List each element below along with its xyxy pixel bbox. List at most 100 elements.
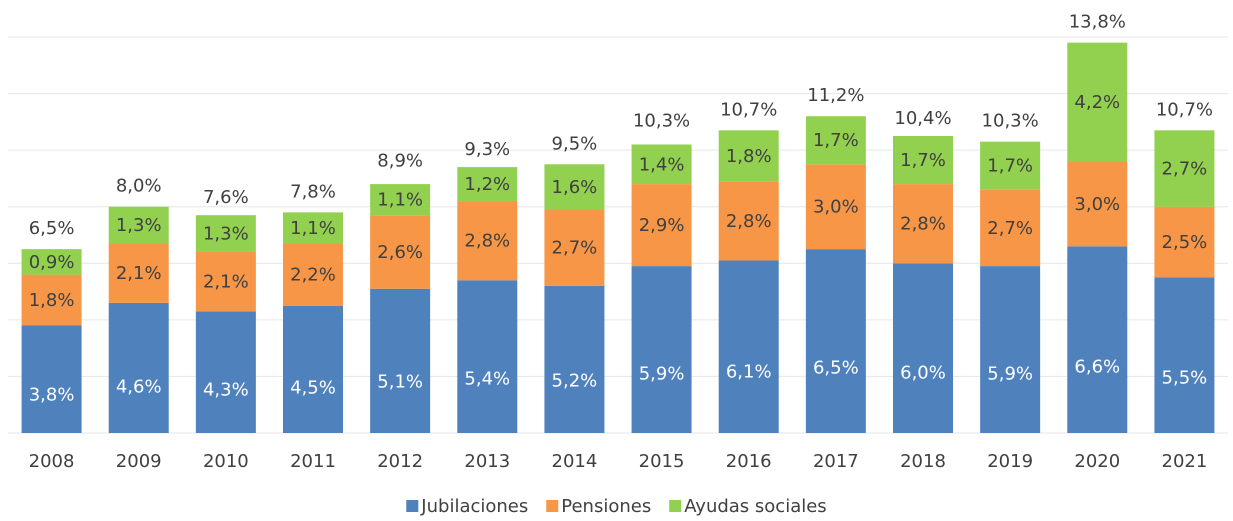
- bar-segment: [21, 274, 82, 326]
- bar-segment: [631, 266, 692, 433]
- bar-segment: [544, 209, 605, 286]
- x-tick-label: 2020: [1074, 451, 1120, 472]
- bar-segment: [631, 144, 692, 185]
- value-label: 6,0%: [900, 363, 946, 384]
- total-label: 8,0%: [116, 176, 162, 197]
- bar-segment: [21, 325, 82, 433]
- bar-segment: [718, 130, 779, 182]
- value-label: 1,8%: [726, 146, 772, 167]
- value-label: 1,1%: [290, 218, 336, 239]
- value-label: 2,8%: [464, 231, 510, 252]
- x-tick-label: 2017: [813, 451, 859, 472]
- total-label: 10,4%: [894, 108, 951, 129]
- bar-segment: [544, 164, 605, 210]
- x-tick-label: 2021: [1162, 451, 1208, 472]
- x-tick-label: 2015: [639, 451, 685, 472]
- value-label: 5,1%: [377, 372, 423, 393]
- value-label: 1,7%: [900, 150, 946, 171]
- bar-segment: [195, 251, 256, 312]
- total-label: 11,2%: [807, 85, 864, 106]
- bar-segment: [370, 184, 431, 216]
- x-tick-label: 2012: [377, 451, 423, 472]
- bar-segment: [1067, 161, 1128, 247]
- value-label: 3,8%: [29, 384, 75, 405]
- x-tick-label: 2008: [29, 451, 75, 472]
- value-label: 4,6%: [116, 376, 162, 397]
- x-tick-label: 2009: [116, 451, 162, 472]
- x-tick-label: 2011: [290, 451, 336, 472]
- value-label: 1,3%: [203, 224, 249, 245]
- value-label: 2,1%: [203, 272, 249, 293]
- total-label: 8,9%: [377, 150, 423, 171]
- bar-segment: [893, 184, 953, 264]
- value-label: 5,4%: [464, 369, 510, 390]
- bar-segment: [980, 266, 1041, 433]
- value-label: 0,9%: [29, 252, 75, 273]
- bar-segment: [195, 215, 256, 252]
- value-label: 1,4%: [639, 154, 685, 175]
- value-label: 4,3%: [203, 379, 249, 400]
- value-label: 2,7%: [1162, 159, 1208, 180]
- total-label: 10,7%: [1156, 99, 1213, 120]
- bar-segment: [718, 181, 779, 261]
- value-label: 3,0%: [1074, 194, 1120, 215]
- total-label: 10,3%: [633, 111, 690, 132]
- total-label: 7,6%: [203, 187, 249, 208]
- bar-segment: [195, 311, 256, 433]
- bar-segment: [108, 243, 169, 303]
- legend-label: Ayudas sociales: [684, 496, 826, 517]
- bar-segment: [893, 263, 953, 433]
- value-label: 2,6%: [377, 242, 423, 263]
- bar-segment: [457, 201, 518, 281]
- bar-segment: [980, 189, 1041, 267]
- bar-segment: [1154, 130, 1215, 207]
- bar-segment: [21, 249, 82, 275]
- value-label: 1,1%: [377, 190, 423, 211]
- value-label: 5,9%: [639, 364, 685, 385]
- x-tick-label: 2019: [987, 451, 1033, 472]
- value-label: 2,1%: [116, 263, 162, 284]
- bar-segment: [457, 167, 518, 202]
- value-label: 1,7%: [813, 130, 859, 151]
- total-label: 13,8%: [1069, 12, 1126, 33]
- bar-segment: [805, 164, 866, 250]
- value-label: 5,2%: [552, 371, 598, 392]
- value-label: 1,2%: [464, 174, 510, 195]
- bar-segment: [1067, 42, 1128, 162]
- legend-label: Pensiones: [561, 496, 651, 517]
- bar-segment: [805, 116, 866, 165]
- value-label: 2,7%: [987, 218, 1033, 239]
- value-label: 2,7%: [552, 238, 598, 259]
- value-label: 4,2%: [1074, 92, 1120, 113]
- value-label: 2,9%: [639, 215, 685, 236]
- legend-label: Jubilaciones: [420, 496, 528, 517]
- value-label: 5,5%: [1162, 368, 1208, 389]
- bar-segment: [457, 280, 518, 433]
- value-label: 1,6%: [552, 177, 598, 198]
- legend-swatch: [546, 500, 559, 512]
- value-label: 2,2%: [290, 265, 336, 286]
- value-label: 3,0%: [813, 197, 859, 218]
- x-tick-label: 2013: [464, 451, 510, 472]
- value-label: 2,8%: [726, 211, 772, 232]
- bar-segment: [108, 206, 169, 244]
- total-label: 10,3%: [982, 111, 1039, 132]
- bar-segment: [631, 184, 692, 267]
- total-label: 10,7%: [720, 99, 777, 120]
- value-label: 2,8%: [900, 214, 946, 235]
- bar-segment: [805, 249, 866, 433]
- x-tick-label: 2010: [203, 451, 249, 472]
- legend-swatch: [406, 500, 419, 512]
- total-label: 9,5%: [552, 133, 598, 154]
- bar-segment: [1067, 246, 1128, 433]
- x-tick-label: 2014: [552, 451, 598, 472]
- bar-segment: [370, 215, 431, 289]
- value-label: 6,1%: [726, 362, 772, 383]
- value-label: 1,7%: [987, 156, 1033, 177]
- x-tick-label: 2016: [726, 451, 772, 472]
- value-label: 6,6%: [1074, 357, 1120, 378]
- bar-segment: [370, 288, 431, 433]
- value-label: 6,5%: [813, 358, 859, 379]
- value-label: 2,5%: [1162, 232, 1208, 253]
- total-label: 9,3%: [464, 139, 510, 160]
